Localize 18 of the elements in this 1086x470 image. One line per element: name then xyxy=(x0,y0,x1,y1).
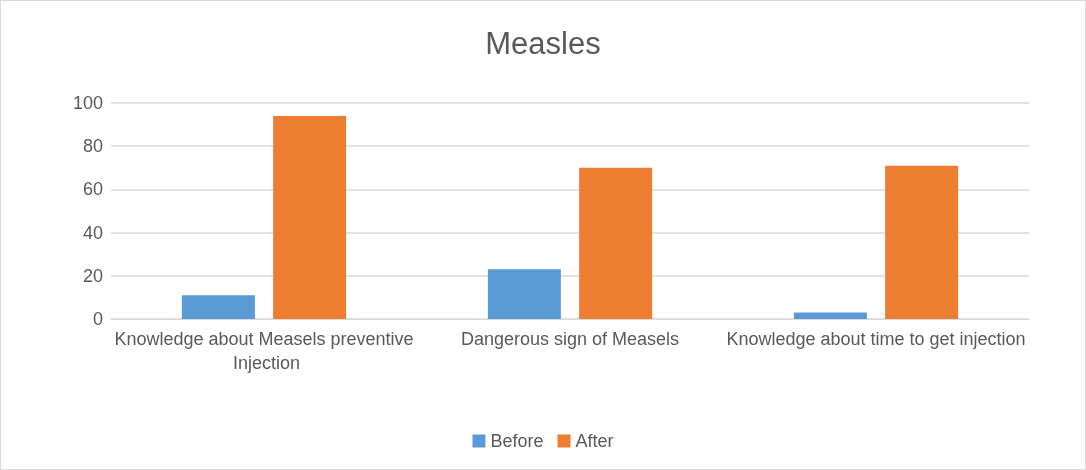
x-tick-label: Knowledge about time to get injection xyxy=(726,329,1026,349)
bar xyxy=(273,115,347,319)
chart-title: Measles xyxy=(485,26,601,61)
y-tick-label: 0 xyxy=(92,309,103,329)
legend-label: Before xyxy=(490,431,544,451)
x-tick-label: Knowledge about Measels preventive Injection xyxy=(114,329,414,373)
y-tick-label: 60 xyxy=(82,179,103,200)
y-tick-label: 20 xyxy=(82,265,103,286)
bar xyxy=(579,167,653,319)
bar xyxy=(885,165,959,319)
bar xyxy=(181,295,255,319)
y-tick-label: 80 xyxy=(82,136,103,157)
y-tick-label: 40 xyxy=(82,222,103,243)
y-tick-label: 100 xyxy=(72,93,103,113)
bar xyxy=(793,312,867,319)
x-tick-label: Dangerous sign of Measels xyxy=(460,329,680,349)
bar xyxy=(487,269,561,319)
legend-label: After xyxy=(575,431,614,451)
